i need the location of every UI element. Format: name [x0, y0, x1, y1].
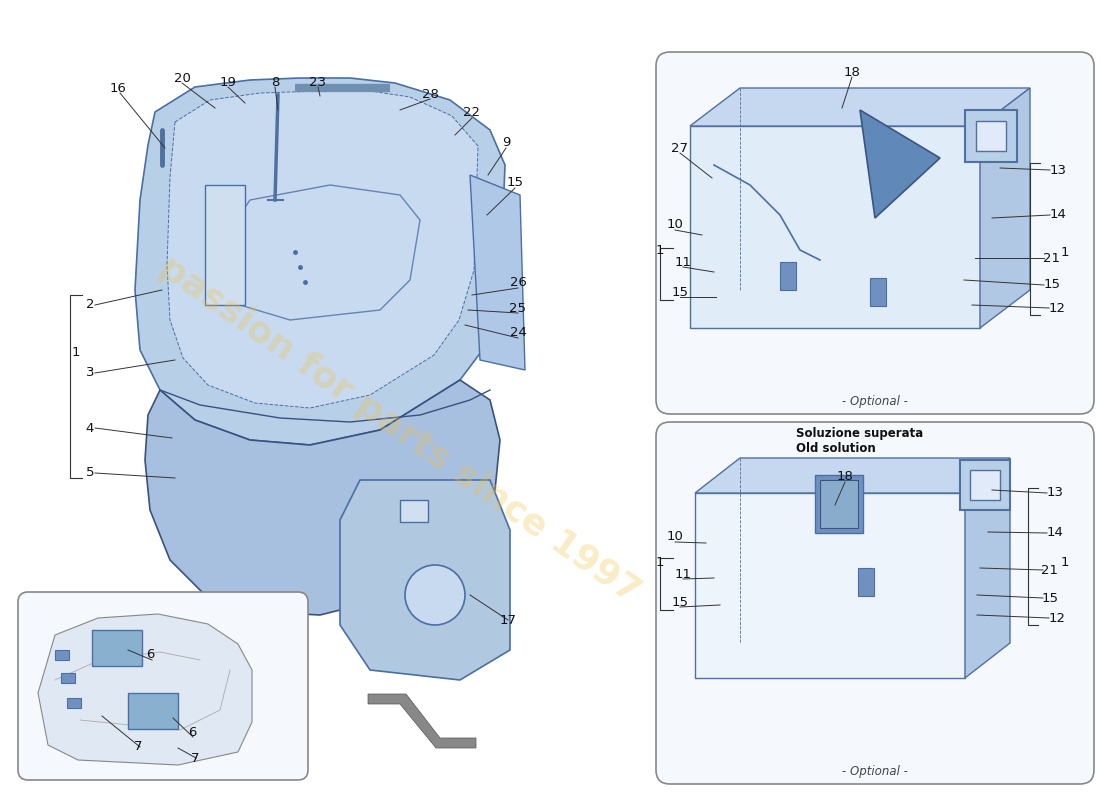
Text: 15: 15 [506, 177, 524, 190]
Text: 12: 12 [1048, 302, 1066, 314]
Text: 3: 3 [86, 366, 95, 379]
Polygon shape [167, 91, 478, 408]
Text: Soluzione superata: Soluzione superata [796, 427, 923, 440]
Bar [400, 500, 428, 522]
Polygon shape [470, 175, 525, 370]
Text: 1: 1 [656, 555, 664, 569]
Text: 7: 7 [134, 741, 142, 754]
Bar [820, 480, 858, 528]
Polygon shape [690, 126, 980, 328]
Text: 10: 10 [667, 218, 683, 231]
Text: - Optional -: - Optional - [843, 395, 908, 409]
Text: 6: 6 [188, 726, 196, 738]
Polygon shape [695, 458, 1010, 493]
Text: 22: 22 [463, 106, 481, 119]
Text: 5: 5 [86, 466, 95, 479]
Text: 11: 11 [674, 567, 692, 581]
Text: 26: 26 [509, 277, 527, 290]
Text: 21: 21 [1044, 251, 1060, 265]
Polygon shape [690, 88, 1030, 126]
Bar [92, 630, 142, 666]
Text: 1: 1 [656, 243, 664, 257]
Text: 1: 1 [1060, 246, 1069, 258]
Text: 18: 18 [837, 470, 854, 483]
Text: 8: 8 [271, 75, 279, 89]
Text: 24: 24 [509, 326, 527, 339]
Bar [858, 568, 874, 596]
Text: 27: 27 [671, 142, 689, 154]
Text: 6: 6 [146, 649, 154, 662]
Polygon shape [135, 78, 505, 445]
Text: 21: 21 [1042, 563, 1058, 577]
Text: 23: 23 [309, 75, 327, 89]
Bar [970, 470, 1000, 500]
Polygon shape [965, 458, 1010, 678]
Text: 9: 9 [502, 137, 510, 150]
Text: 19: 19 [220, 75, 236, 89]
Bar [55, 650, 69, 660]
Polygon shape [695, 493, 965, 678]
Text: 18: 18 [844, 66, 860, 78]
Polygon shape [340, 480, 510, 680]
Bar [815, 475, 864, 533]
Text: 12: 12 [1048, 611, 1066, 625]
FancyBboxPatch shape [656, 422, 1094, 784]
Text: 15: 15 [671, 595, 689, 609]
Bar [205, 185, 245, 305]
Bar [965, 110, 1018, 162]
Text: 13: 13 [1046, 486, 1064, 499]
Text: 7: 7 [190, 751, 199, 765]
Bar [128, 693, 178, 729]
Text: Old solution: Old solution [796, 442, 876, 455]
Bar [780, 262, 796, 290]
Text: 15: 15 [1044, 278, 1060, 291]
Polygon shape [860, 110, 940, 218]
Bar [60, 673, 75, 683]
Text: 13: 13 [1049, 163, 1067, 177]
Text: 1: 1 [1060, 555, 1069, 569]
Bar [976, 121, 1007, 151]
Text: 16: 16 [110, 82, 126, 94]
Polygon shape [39, 614, 252, 765]
FancyBboxPatch shape [656, 52, 1094, 414]
Bar [960, 460, 1010, 510]
Text: 14: 14 [1049, 209, 1066, 222]
Polygon shape [980, 88, 1030, 328]
FancyBboxPatch shape [18, 592, 308, 780]
Bar [67, 698, 81, 708]
Text: 14: 14 [1046, 526, 1064, 539]
Text: 15: 15 [1042, 591, 1058, 605]
Text: 2: 2 [86, 298, 95, 311]
Text: 28: 28 [421, 87, 439, 101]
Text: - Optional -: - Optional - [843, 766, 908, 778]
Polygon shape [145, 380, 500, 615]
Text: 17: 17 [499, 614, 517, 626]
Text: 15: 15 [671, 286, 689, 298]
Text: 25: 25 [509, 302, 527, 314]
Text: 1: 1 [72, 346, 80, 358]
Text: 20: 20 [174, 71, 190, 85]
Polygon shape [368, 694, 476, 748]
Text: 11: 11 [674, 255, 692, 269]
Text: passion for parts since 1997: passion for parts since 1997 [153, 250, 647, 610]
Text: 4: 4 [86, 422, 95, 434]
Bar [870, 278, 886, 306]
Circle shape [405, 565, 465, 625]
Text: 10: 10 [667, 530, 683, 543]
